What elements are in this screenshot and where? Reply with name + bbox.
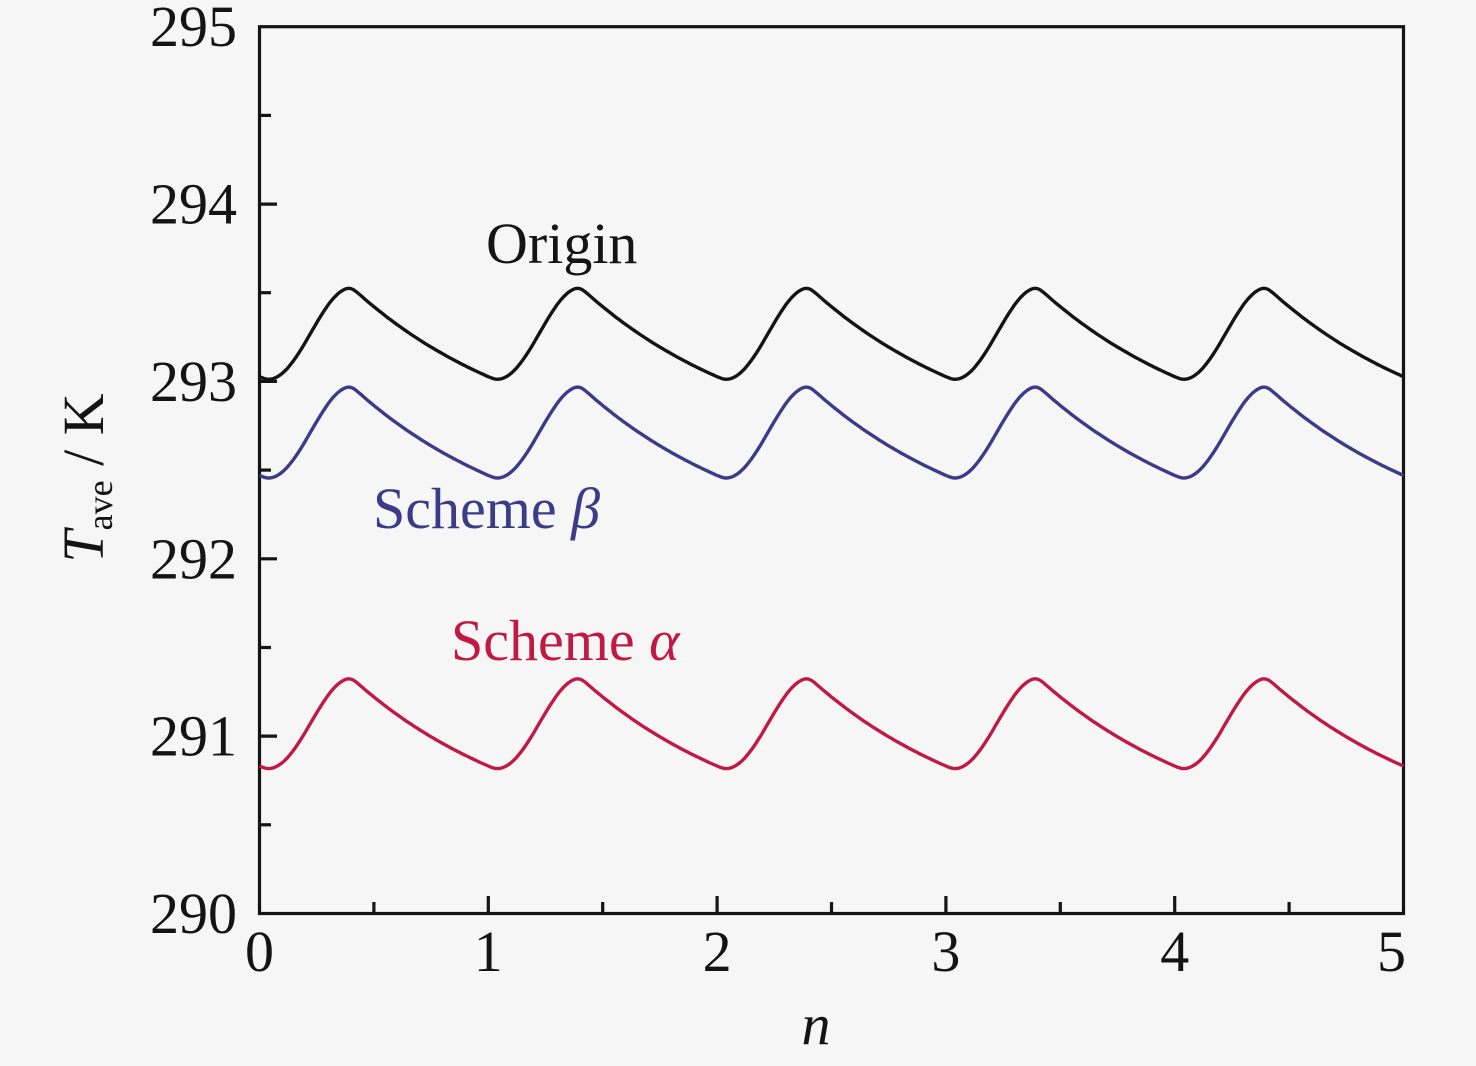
svg-text:291: 291 [150, 704, 237, 769]
svg-text:4: 4 [1160, 919, 1189, 984]
svg-text:0: 0 [245, 919, 274, 984]
svg-text:n: n [802, 992, 831, 1057]
svg-text:293: 293 [150, 349, 237, 414]
svg-text:Scheme α: Scheme α [451, 608, 681, 673]
svg-text:295: 295 [150, 0, 237, 59]
svg-text:Scheme β: Scheme β [373, 476, 600, 541]
svg-text:290: 290 [150, 881, 237, 946]
svg-text:1: 1 [474, 919, 503, 984]
svg-text:3: 3 [931, 919, 960, 984]
svg-text:292: 292 [150, 526, 237, 591]
svg-text:294: 294 [150, 172, 237, 237]
svg-text:Tave / K: Tave / K [51, 393, 120, 562]
svg-text:5: 5 [1377, 919, 1406, 984]
svg-text:Origin: Origin [486, 211, 637, 276]
svg-text:2: 2 [703, 919, 732, 984]
